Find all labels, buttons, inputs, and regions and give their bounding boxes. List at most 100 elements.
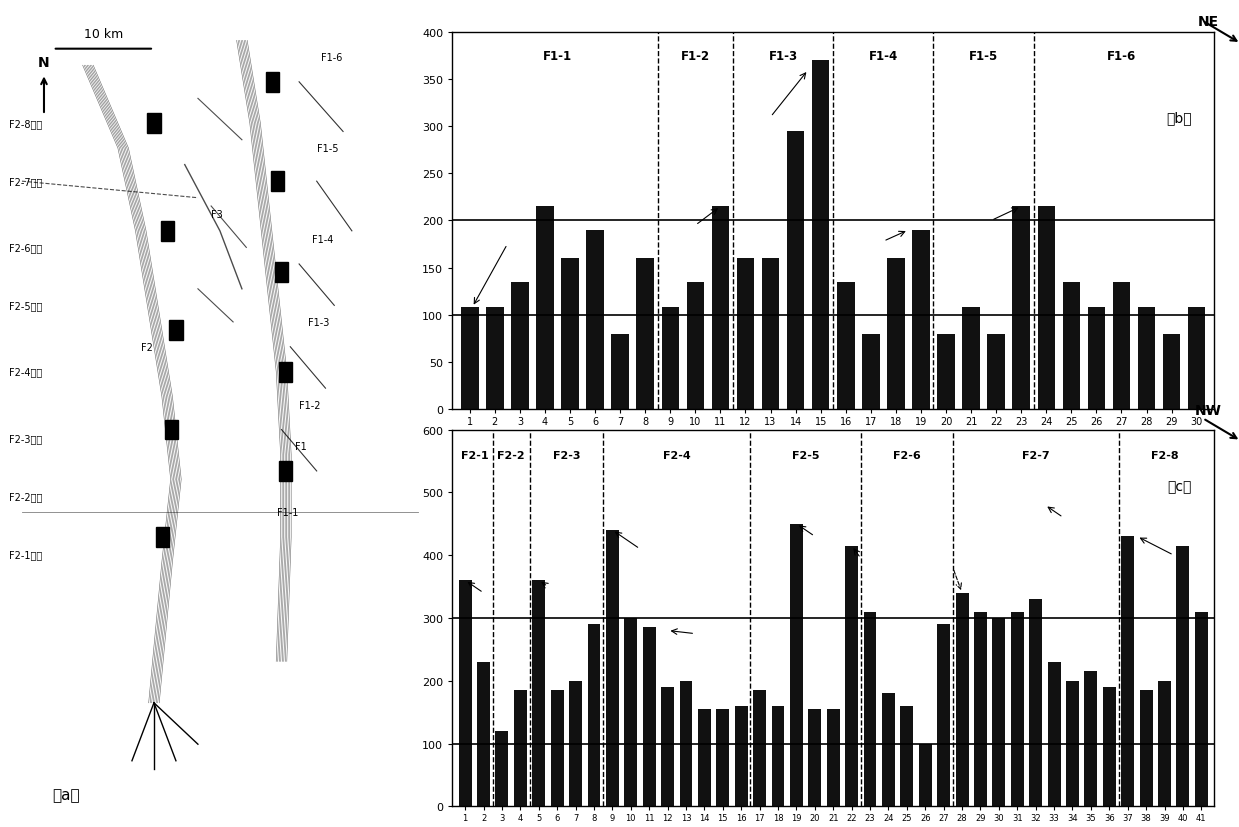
Text: NE: NE bbox=[1197, 15, 1219, 29]
Bar bbox=[812, 61, 829, 409]
Bar bbox=[279, 461, 292, 481]
Bar bbox=[1088, 308, 1105, 409]
Text: F2-4压扭: F2-4压扭 bbox=[9, 367, 42, 377]
Bar bbox=[679, 681, 693, 806]
Text: F2-6: F2-6 bbox=[893, 450, 921, 460]
Bar bbox=[561, 259, 579, 409]
Bar bbox=[955, 593, 969, 806]
Bar bbox=[992, 619, 1005, 806]
Bar bbox=[901, 706, 913, 806]
Bar bbox=[637, 259, 654, 409]
Text: F1-4: F1-4 bbox=[869, 50, 898, 63]
Bar bbox=[586, 231, 603, 409]
Text: F2-5: F2-5 bbox=[792, 450, 819, 460]
Text: F2-2: F2-2 bbox=[497, 450, 525, 460]
Bar bbox=[1063, 282, 1080, 409]
Bar bbox=[606, 530, 618, 806]
Bar bbox=[458, 581, 472, 806]
Bar bbox=[912, 231, 929, 409]
Bar bbox=[147, 114, 161, 134]
Bar bbox=[1084, 672, 1098, 806]
Bar bbox=[1140, 691, 1152, 806]
Text: F2-2张扭: F2-2张扭 bbox=[9, 491, 42, 501]
Bar bbox=[550, 691, 564, 806]
Text: F1-2: F1-2 bbox=[680, 50, 710, 63]
Bar bbox=[1066, 681, 1079, 806]
Bar bbox=[643, 628, 655, 806]
Bar bbox=[864, 612, 876, 806]
Bar bbox=[1048, 662, 1061, 806]
Bar bbox=[1177, 546, 1189, 806]
Text: F2-3: F2-3 bbox=[553, 450, 580, 460]
Bar bbox=[477, 662, 489, 806]
Bar bbox=[1137, 308, 1155, 409]
Bar bbox=[275, 263, 289, 283]
Text: F2-8: F2-8 bbox=[1151, 450, 1178, 460]
Bar bbox=[662, 687, 674, 806]
Text: F1-6: F1-6 bbox=[1106, 50, 1136, 63]
Text: F1-2: F1-2 bbox=[299, 400, 321, 410]
Bar bbox=[1121, 537, 1134, 806]
Text: F1-3: F1-3 bbox=[768, 50, 798, 63]
Bar bbox=[662, 308, 679, 409]
Bar bbox=[496, 731, 508, 806]
Bar bbox=[698, 709, 711, 806]
Bar bbox=[716, 709, 730, 806]
Bar bbox=[862, 334, 880, 409]
Text: F1: F1 bbox=[295, 442, 306, 452]
Bar bbox=[808, 709, 821, 806]
Bar bbox=[711, 207, 730, 409]
Bar bbox=[963, 308, 980, 409]
Text: F1-5: F1-5 bbox=[969, 50, 999, 63]
Text: （a）: （a） bbox=[52, 787, 79, 802]
Bar bbox=[838, 282, 855, 409]
Bar bbox=[461, 308, 478, 409]
Bar bbox=[165, 420, 178, 440]
Text: F2: F2 bbox=[141, 342, 152, 352]
Text: F1-1: F1-1 bbox=[278, 508, 299, 518]
Text: F2-7张扭: F2-7张扭 bbox=[9, 177, 42, 187]
Bar bbox=[1188, 308, 1206, 409]
Bar bbox=[1011, 612, 1023, 806]
Bar bbox=[587, 624, 601, 806]
Bar bbox=[611, 334, 629, 409]
Bar bbox=[987, 334, 1005, 409]
Bar bbox=[161, 222, 173, 241]
Text: F1-3: F1-3 bbox=[307, 318, 330, 327]
Bar bbox=[787, 131, 804, 409]
Bar bbox=[937, 624, 950, 806]
Text: F1-5: F1-5 bbox=[317, 144, 338, 154]
Bar bbox=[1158, 681, 1171, 806]
Bar bbox=[845, 546, 859, 806]
Text: F2-4: F2-4 bbox=[663, 450, 690, 460]
Bar bbox=[686, 282, 704, 409]
Text: F2-5张扭: F2-5张扭 bbox=[9, 301, 42, 311]
Bar bbox=[753, 691, 766, 806]
Bar bbox=[156, 528, 170, 547]
Bar bbox=[514, 691, 527, 806]
Bar bbox=[919, 743, 932, 806]
Text: （c）: （c） bbox=[1168, 480, 1192, 494]
Text: F2-3张扭: F2-3张扭 bbox=[9, 433, 42, 443]
Bar bbox=[1163, 334, 1181, 409]
Bar bbox=[624, 619, 637, 806]
Bar bbox=[569, 681, 582, 806]
Bar bbox=[266, 73, 279, 93]
Text: F1-4: F1-4 bbox=[312, 235, 333, 245]
Text: F1-1: F1-1 bbox=[543, 50, 572, 63]
Bar bbox=[887, 259, 904, 409]
Text: 10 km: 10 km bbox=[84, 28, 123, 41]
Text: NW: NW bbox=[1194, 404, 1222, 418]
Text: N: N bbox=[38, 56, 50, 70]
Bar bbox=[882, 693, 895, 806]
Bar bbox=[270, 172, 284, 192]
Bar bbox=[170, 321, 182, 341]
Bar bbox=[1103, 687, 1116, 806]
Bar bbox=[533, 581, 545, 806]
Bar bbox=[937, 334, 955, 409]
Text: F2-1压扭: F2-1压扭 bbox=[9, 549, 42, 559]
Text: F2-7: F2-7 bbox=[1022, 450, 1049, 460]
Bar bbox=[279, 362, 292, 382]
Text: F2-6压扭: F2-6压扭 bbox=[9, 243, 42, 253]
Bar bbox=[737, 259, 755, 409]
